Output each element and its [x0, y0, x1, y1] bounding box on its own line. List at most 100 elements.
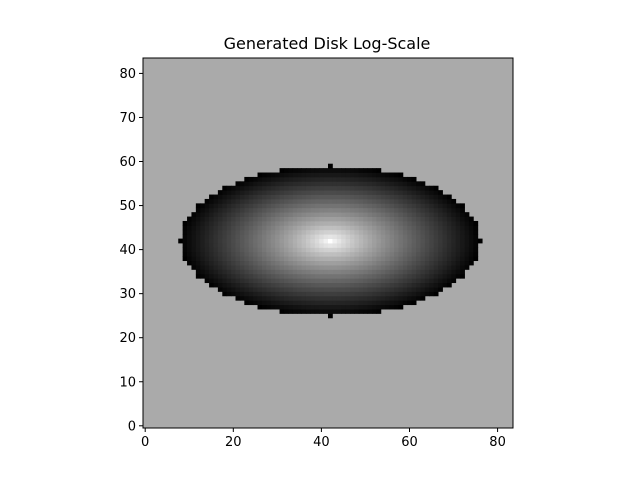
heatmap-cell [398, 220, 404, 226]
heatmap-cell [407, 287, 413, 292]
heatmap-cell [244, 265, 250, 270]
heatmap-cell [248, 194, 254, 200]
heatmap-cell [336, 309, 342, 314]
heatmap-cell [328, 225, 333, 231]
heatmap-cell [217, 243, 223, 248]
heatmap-cell [235, 278, 241, 284]
heatmap-cell [261, 260, 267, 266]
heatmap-cell [297, 185, 302, 191]
heatmap-cell [283, 269, 289, 275]
heatmap-cell [222, 185, 228, 191]
heatmap-cell [420, 220, 426, 226]
heatmap-cell [389, 225, 395, 231]
heatmap-cell [231, 229, 236, 235]
heatmap-cell [394, 273, 399, 279]
heatmap-cell [209, 216, 214, 222]
heatmap-cell [270, 220, 276, 226]
heatmap-cell [204, 273, 210, 279]
heatmap-cell [195, 269, 201, 275]
heatmap-cell [217, 247, 223, 253]
heatmap-cell [270, 300, 276, 306]
heatmap-cell [372, 225, 377, 231]
heatmap-cell [239, 287, 245, 292]
heatmap-cell [314, 234, 320, 239]
heatmap-cell [358, 238, 364, 244]
heatmap-cell [332, 256, 338, 262]
heatmap-cell [191, 251, 197, 257]
heatmap-cell [248, 198, 254, 204]
heatmap-cell [341, 194, 347, 200]
heatmap-cell [323, 172, 329, 178]
heatmap-cell [402, 181, 408, 187]
heatmap-cell [438, 216, 443, 222]
heatmap-cell [354, 185, 360, 191]
heatmap-cell [367, 229, 373, 235]
heatmap-cell [420, 181, 426, 187]
heatmap-cell [301, 238, 307, 244]
heatmap-cell [200, 243, 206, 248]
heatmap-cell [328, 269, 333, 275]
heatmap-cell [257, 251, 263, 257]
heatmap-cell [332, 295, 338, 301]
heatmap-cell [283, 176, 289, 182]
heatmap-cell [310, 168, 316, 173]
heatmap-cell [358, 287, 364, 292]
heatmap-cell [398, 190, 404, 195]
heatmap-cell [464, 212, 470, 217]
heatmap-cell [328, 207, 333, 213]
heatmap-cell [389, 238, 395, 244]
heatmap-cell [363, 225, 369, 231]
heatmap-cell [354, 176, 360, 182]
heatmap-cell [336, 181, 342, 187]
heatmap-cell [464, 220, 470, 226]
heatmap-cell [433, 194, 439, 200]
heatmap-cell [451, 216, 457, 222]
heatmap-cell [446, 273, 452, 279]
heatmap-cell [385, 216, 391, 222]
heatmap-cell [442, 265, 448, 270]
heatmap-cell [275, 287, 280, 292]
heatmap-cell [389, 265, 395, 270]
heatmap-cell [411, 181, 417, 187]
heatmap-cell [394, 194, 399, 200]
heatmap-cell [209, 260, 214, 266]
heatmap-cell [446, 225, 452, 231]
heatmap-cell [253, 238, 258, 244]
heatmap-cell [323, 220, 329, 226]
heatmap-cell [332, 194, 338, 200]
heatmap-cell [275, 256, 280, 262]
heatmap-cell [350, 278, 355, 284]
heatmap-cell [358, 216, 364, 222]
heatmap-cell [275, 260, 280, 266]
heatmap-cell [283, 185, 289, 191]
heatmap-cell [385, 260, 391, 266]
heatmap-cell [341, 251, 347, 257]
heatmap-cell [182, 220, 188, 226]
heatmap-cell [226, 229, 232, 235]
heatmap-cell [429, 265, 435, 270]
heatmap-cell [336, 300, 342, 306]
heatmap-cell [305, 260, 311, 266]
heatmap-cell [275, 212, 280, 217]
heatmap-cell [226, 256, 232, 262]
heatmap-cell [380, 203, 386, 209]
heatmap-cell [389, 172, 395, 178]
heatmap-cell [345, 198, 351, 204]
heatmap-cell [266, 216, 272, 222]
heatmap-cell [328, 282, 333, 288]
heatmap-cell [350, 287, 355, 292]
heatmap-cell [367, 287, 373, 292]
heatmap-cell [424, 278, 430, 284]
heatmap-cell [328, 278, 333, 284]
heatmap-cell [385, 265, 391, 270]
heatmap-cell [460, 243, 465, 248]
heatmap-cell [226, 220, 232, 226]
heatmap-cell [222, 243, 228, 248]
heatmap-cell [350, 168, 355, 173]
heatmap-cell [314, 309, 320, 314]
heatmap-cell [398, 234, 404, 239]
heatmap-cell [257, 212, 263, 217]
heatmap-cell [283, 295, 289, 301]
heatmap-cell [385, 194, 391, 200]
heatmap-cell [261, 234, 267, 239]
